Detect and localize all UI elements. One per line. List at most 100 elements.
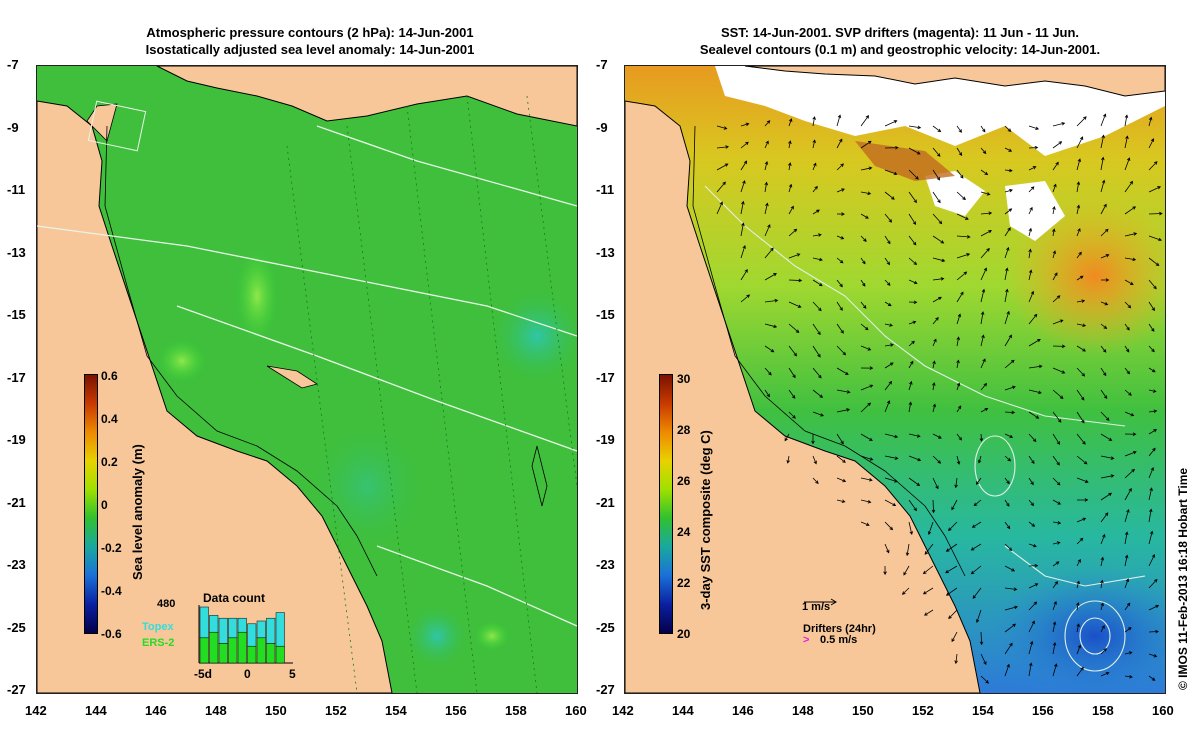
velocity-arrow-118 [860, 257, 866, 265]
x-tick-142: 142 [612, 703, 634, 718]
velocity-arrow-24 [836, 138, 843, 149]
y-tick--9: -9 [7, 119, 19, 135]
velocity-arrow-17 [1124, 114, 1129, 127]
velocity-arrow-292 [1028, 477, 1034, 486]
velocity-arrow-48 [956, 169, 964, 179]
x-tick-142: 142 [25, 703, 47, 718]
velocity-arrow-60 [788, 183, 793, 193]
imos-credit: © IMOS 11-Feb-2013 16:18 Hobart Time [1176, 467, 1190, 690]
velocity-arrow-260 [1004, 433, 1014, 439]
velocity-arrow-340 [945, 565, 958, 574]
velocity-arrow-268 [812, 455, 817, 465]
x-tick-156: 156 [1032, 703, 1054, 718]
y-tick--25: -25 [596, 619, 615, 635]
velocity-arrow-107 [1028, 227, 1033, 237]
velocity-arrow-233 [1124, 389, 1132, 396]
y-tick--27: -27 [7, 682, 26, 697]
velocity-arrow-305 [1004, 499, 1010, 507]
velocity-arrow-293 [1052, 477, 1061, 486]
velocity-arrow-283 [812, 477, 819, 484]
velocity-arrow-57 [716, 181, 726, 193]
velocity-arrow-126 [1052, 250, 1057, 259]
velocity-arrow-158 [956, 291, 964, 303]
velocity-arrow-182 [1124, 323, 1130, 331]
velocity-arrow-188 [860, 345, 872, 351]
velocity-arrow-77 [740, 200, 745, 215]
velocity-arrow-169 [812, 323, 821, 336]
velocity-arrow-298 [836, 499, 846, 504]
velocity-arrow-379 [954, 653, 958, 665]
velocity-arrow-349 [901, 587, 910, 595]
velocity-arrow-302 [931, 499, 936, 514]
dc-xtick-0: -5d [194, 667, 212, 681]
velocity-scale-arrow [804, 598, 837, 606]
velocity-arrow-74 [1124, 180, 1134, 193]
velocity-arrow-156 [908, 300, 918, 305]
velocity-arrow-34 [1076, 136, 1084, 149]
velocity-arrow-137 [884, 279, 891, 286]
velocity-arrow-124 [1004, 246, 1010, 259]
cb-left-tick-5: -0.4 [101, 584, 122, 598]
velocity-arrow-167 [764, 323, 778, 329]
velocity-arrow-361 [948, 609, 958, 620]
velocity-arrow-375 [1076, 623, 1080, 633]
velocity-arrow-230 [1052, 389, 1064, 399]
velocity-arrow-176 [980, 311, 985, 325]
velocity-arrow-174 [932, 317, 939, 325]
velocity-arrow-333 [1076, 537, 1084, 545]
anomaly-low-1 [492, 291, 577, 381]
velocity-arrow-16 [1100, 113, 1107, 127]
velocity-arrow-315 [927, 521, 934, 536]
velocity-arrow-335 [1124, 531, 1129, 545]
x-tick-152: 152 [325, 703, 347, 718]
velocity-arrow-66 [932, 191, 941, 204]
velocity-arrow-26 [884, 145, 899, 150]
velocity-arrow-82 [860, 213, 869, 219]
velocity-arrow-224 [908, 380, 913, 391]
velocity-arrow-70 [1028, 186, 1035, 193]
dc-bar-ers-3 [228, 637, 238, 664]
y-tick--27: -27 [596, 682, 615, 697]
left-title: Atmospheric pressure contours (2 hPa): 1… [40, 24, 580, 58]
velocity-arrow-324 [1148, 508, 1153, 523]
velocity-arrow-363 [1004, 605, 1018, 611]
velocity-arrow-327 [924, 543, 934, 555]
velocity-arrow-208 [932, 360, 936, 369]
velocity-arrow-390 [1028, 662, 1033, 677]
velocity-arrow-28 [932, 147, 941, 157]
velocity-arrow-222 [860, 384, 874, 391]
sea-level-colorbar [84, 374, 98, 634]
velocity-arrow-313 [884, 521, 894, 531]
pressure-contour-1 [37, 225, 577, 337]
velocity-arrow-134 [812, 279, 823, 287]
velocity-arrow-270 [860, 455, 874, 461]
velocity-scale-label: 1 m/s [802, 601, 831, 613]
velocity-arrow-359 [1148, 578, 1158, 589]
velocity-arrow-213 [1052, 367, 1066, 374]
velocity-arrow-357 [1100, 579, 1104, 589]
velocity-arrow-271 [884, 455, 899, 460]
velocity-arrow-110 [1100, 228, 1109, 237]
velocity-arrow-289 [954, 477, 958, 489]
velocity-arrow-32 [1028, 145, 1039, 150]
y-tick--19: -19 [596, 432, 615, 447]
velocity-arrow-281 [1124, 450, 1137, 457]
velocity-arrow-39 [740, 160, 748, 171]
velocity-arrow-202 [788, 367, 796, 379]
velocity-arrow-178 [1028, 313, 1038, 325]
velocity-arrow-258 [956, 433, 962, 441]
velocity-arrow-72 [1076, 181, 1081, 193]
velocity-arrow-51 [1028, 166, 1037, 171]
velocity-arrow-338 [903, 565, 910, 576]
velocity-arrow-146 [1100, 278, 1110, 282]
velocity-arrow-141 [980, 267, 987, 281]
velocity-arrow-253 [836, 433, 844, 445]
velocity-arrow-218 [764, 389, 770, 398]
velocity-arrow-325 [884, 543, 890, 554]
velocity-arrow-80 [812, 209, 820, 215]
velocity-arrow-269 [836, 455, 846, 463]
x-tick-144: 144 [85, 703, 107, 718]
velocity-arrow-73 [1100, 179, 1106, 193]
cb-left-tick-4: -0.2 [101, 541, 122, 555]
velocity-arrow-212 [1028, 364, 1043, 369]
